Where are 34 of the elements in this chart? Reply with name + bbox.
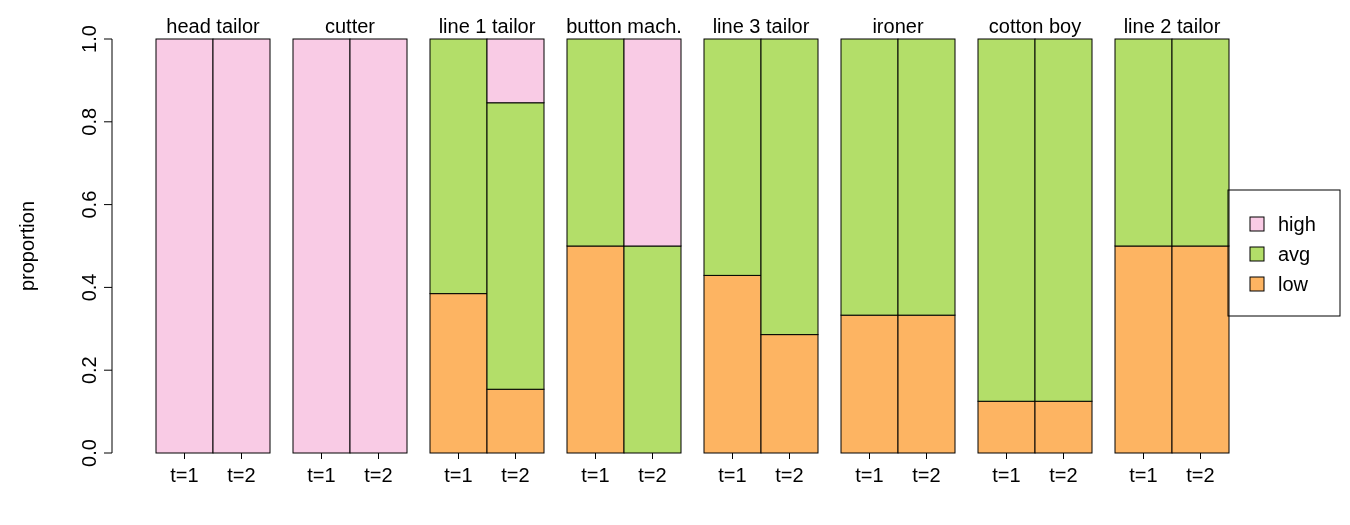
x-tick-label: t=2 — [1186, 464, 1215, 486]
x-tick-label: t=2 — [227, 464, 256, 486]
x-tick-label: t=1 — [170, 464, 199, 486]
x-tick-label: t=1 — [718, 464, 747, 486]
x-tick-label: t=1 — [307, 464, 336, 486]
chart-title: line 1 tailor — [438, 15, 536, 37]
x-tick-label: t=1 — [581, 464, 610, 486]
y-tick-label: 0.6 — [78, 190, 100, 219]
chart-title: head tailor — [166, 15, 261, 37]
y-tick-label: 0.4 — [78, 273, 100, 302]
y-axis-title: proportion — [16, 200, 38, 292]
chart-title: line 3 tailor — [712, 15, 810, 37]
chart-title: button mach. — [566, 15, 682, 37]
x-tick-label: t=1 — [992, 464, 1021, 486]
x-tick-label: t=1 — [855, 464, 884, 486]
x-tick-label: t=2 — [1049, 464, 1078, 486]
x-tick-label: t=2 — [912, 464, 941, 486]
y-tick-label: 0.8 — [78, 107, 100, 136]
x-tick-label: t=2 — [775, 464, 804, 486]
legend-label: high — [1278, 213, 1316, 235]
x-tick-label: t=1 — [444, 464, 473, 486]
chart-title: cotton boy — [988, 15, 1082, 37]
x-tick-label: t=2 — [638, 464, 667, 486]
y-tick-label: 0.0 — [78, 439, 100, 467]
x-tick-label: t=2 — [364, 464, 393, 486]
chart-title: ironer — [872, 15, 924, 37]
x-tick-label: t=2 — [501, 464, 530, 486]
legend-label: avg — [1278, 243, 1311, 265]
chart-title: line 2 tailor — [1123, 15, 1221, 37]
legend-label: low — [1278, 273, 1309, 295]
y-tick-label: 0.2 — [78, 356, 100, 385]
x-tick-label: t=1 — [1129, 464, 1158, 486]
y-tick-label: 1.0 — [78, 25, 100, 53]
chart-title: cutter — [324, 15, 376, 37]
